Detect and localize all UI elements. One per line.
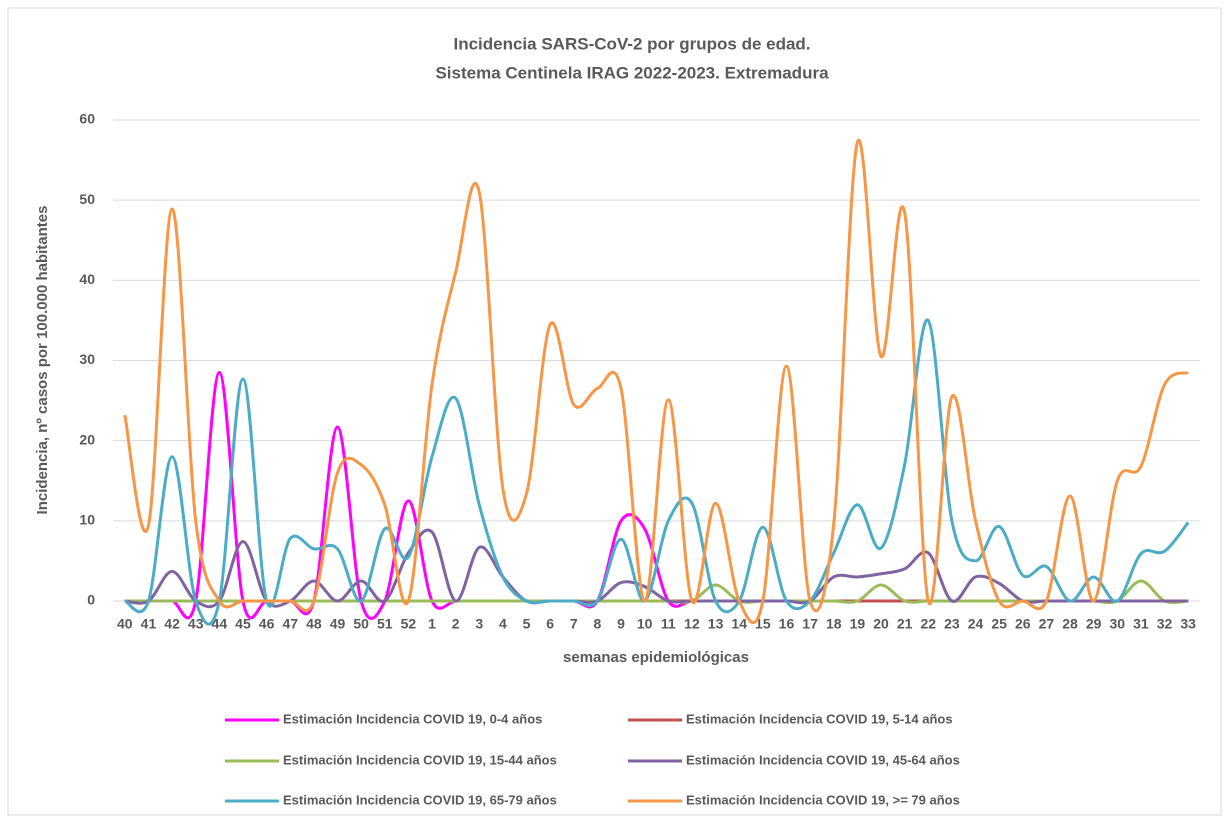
x-tick-label: 43: [188, 616, 204, 632]
legend-label: Estimación Incidencia COVID 19, >= 79 añ…: [686, 792, 960, 807]
chart-subtitle: Sistema Centinela IRAG 2022-2023. Extrem…: [435, 63, 829, 82]
x-tick-label: 18: [826, 616, 842, 632]
x-tick-label: 21: [897, 616, 913, 632]
x-tick-label: 50: [353, 616, 369, 632]
x-tick-label: 47: [282, 616, 298, 632]
x-tick-label: 11: [661, 616, 676, 632]
x-tick-label: 46: [259, 616, 275, 632]
x-tick-label: 1: [428, 616, 436, 632]
legend-label: Estimación Incidencia COVID 19, 65-79 añ…: [283, 792, 557, 807]
x-tick-label: 4: [499, 616, 507, 632]
x-tick-label: 12: [684, 616, 700, 632]
x-tick-label: 33: [1180, 616, 1196, 632]
x-tick-label: 2: [452, 616, 460, 632]
x-tick-label: 44: [212, 616, 228, 632]
chart-border: [7, 7, 1222, 816]
series-line: [123, 138, 1189, 625]
x-tick-label: 27: [1039, 616, 1055, 632]
x-tick-label: 17: [802, 616, 818, 632]
chart-title: Incidencia SARS-CoV-2 por grupos de edad…: [453, 34, 810, 53]
x-tick-label: 40: [117, 616, 133, 632]
x-tick-label: 28: [1062, 616, 1078, 632]
x-tick-label: 32: [1157, 616, 1173, 632]
x-tick-label: 49: [330, 616, 346, 632]
x-tick-label: 16: [779, 616, 795, 632]
x-tick-label: 48: [306, 616, 322, 632]
x-tick-label: 19: [850, 616, 866, 632]
x-tick-label: 51: [377, 616, 393, 632]
y-tick-label: 20: [79, 431, 95, 447]
x-tick-label: 9: [617, 616, 625, 632]
y-tick-label: 10: [79, 512, 95, 528]
legend-label: Estimación Incidencia COVID 19, 5-14 año…: [686, 711, 953, 726]
x-tick-label: 3: [475, 616, 483, 632]
legend-label: Estimación Incidencia COVID 19, 15-44 añ…: [283, 752, 557, 767]
x-tick-label: 6: [546, 616, 554, 632]
legend-label: Estimación Incidencia COVID 19, 0-4 años: [283, 711, 542, 726]
legend-label: Estimación Incidencia COVID 19, 45-64 añ…: [686, 752, 960, 767]
x-tick-label: 26: [1015, 616, 1031, 632]
x-tick-label: 5: [523, 616, 531, 632]
x-tick-label: 8: [594, 616, 602, 632]
x-tick-label: 42: [164, 616, 180, 632]
x-tick-label: 30: [1110, 616, 1126, 632]
y-tick-label: 40: [79, 271, 95, 287]
x-tick-label: 20: [873, 616, 889, 632]
x-tick-label: 14: [731, 616, 747, 632]
x-tick-label: 22: [920, 616, 936, 632]
x-tick-label: 52: [401, 616, 417, 632]
x-tick-label: 15: [755, 616, 771, 632]
x-axis-label: semanas epidemiológicas: [563, 649, 749, 666]
x-tick-label: 10: [637, 616, 653, 632]
x-tick-label: 25: [991, 616, 1007, 632]
y-tick-label: 30: [79, 351, 95, 367]
x-tick-label: 23: [944, 616, 960, 632]
series-line: [124, 579, 1189, 604]
x-tick-label: 45: [235, 616, 251, 632]
x-tick-label: 7: [570, 616, 578, 632]
x-tick-label: 41: [141, 616, 157, 632]
x-tick-label: 13: [708, 616, 724, 632]
y-tick-label: 60: [79, 111, 95, 127]
x-tick-label: 24: [968, 616, 984, 632]
x-tick-label: 29: [1086, 616, 1102, 632]
x-tick-label: 31: [1133, 616, 1149, 632]
y-tick-label: 0: [87, 592, 95, 608]
y-tick-label: 50: [79, 191, 95, 207]
y-axis-label: Incidencia, nº casos por 100.000 habitan…: [34, 206, 51, 515]
